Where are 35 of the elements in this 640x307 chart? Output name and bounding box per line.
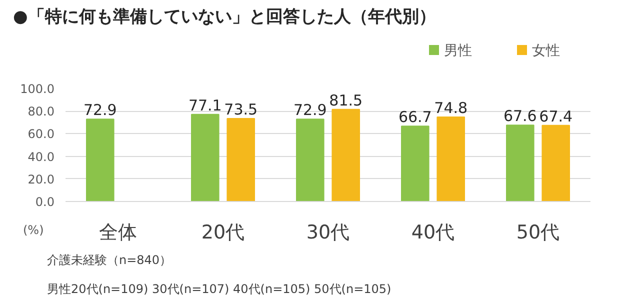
y-tick-label: 100.0: [20, 82, 55, 96]
data-label: 67.6: [503, 107, 537, 126]
data-label: 67.4: [539, 107, 573, 126]
legend-label: 女性: [532, 43, 560, 59]
bar: [86, 118, 114, 202]
y-tick-label: 80.0: [28, 104, 54, 119]
y-tick-label: 40.0: [28, 150, 54, 164]
bar: [542, 124, 570, 202]
y-tick-label: 60.0: [28, 127, 54, 142]
data-label: 72.9: [293, 101, 327, 120]
text: 介護未経験（n=840）: [47, 252, 172, 269]
x-tick-label: 50代: [516, 222, 560, 244]
data-label: 74.8: [434, 98, 468, 117]
bar: [296, 118, 324, 202]
data-label: 66.7: [398, 108, 432, 126]
x-tick-label: 全体: [99, 222, 137, 244]
data-label: 72.9: [83, 101, 117, 120]
bar: [506, 124, 534, 202]
x-tick-label: 40代: [411, 222, 455, 244]
text: 男性20代(n=109) 30代(n=107) 40代(n=105) 50代(n=105): [47, 281, 392, 298]
data-label: 73.5: [224, 100, 258, 118]
x-tick-label: 30代: [306, 222, 350, 244]
y-tick-label: 0.0: [35, 195, 55, 209]
data-label: 77.1: [188, 96, 222, 114]
bar: [436, 116, 465, 202]
bar: [332, 108, 360, 202]
data-label: 81.5: [329, 91, 363, 110]
bar: [401, 126, 430, 202]
legend-label: 男性: [444, 43, 472, 59]
bar: [191, 114, 220, 202]
y-axis-title: (%): [23, 222, 44, 239]
x-tick-label: 20代: [201, 222, 245, 244]
y-tick-label: 20.0: [28, 172, 54, 186]
chart-title: ●「特に何も準備していない」と回答した人（年代別）: [13, 6, 436, 29]
bar: [226, 118, 255, 202]
